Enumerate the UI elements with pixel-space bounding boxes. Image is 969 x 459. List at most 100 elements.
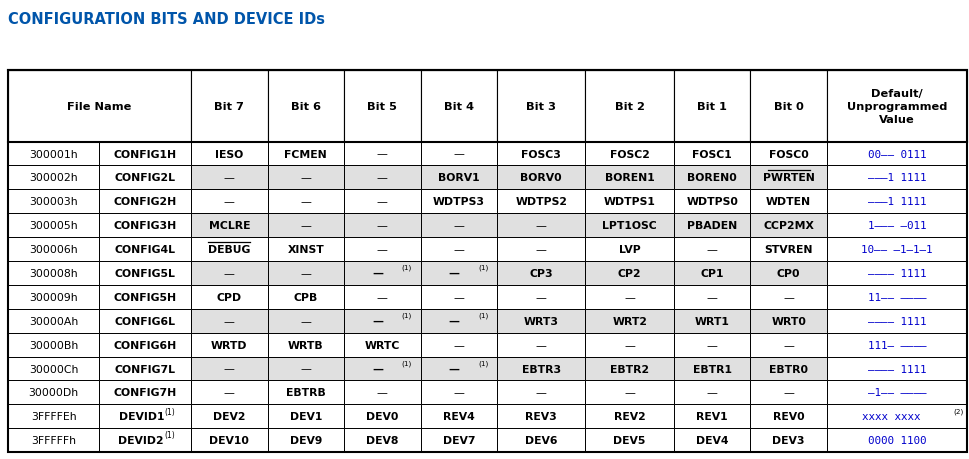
Bar	[267, 238, 344, 262]
Bar	[497, 428, 585, 452]
Text: DEVID2: DEVID2	[118, 435, 164, 445]
Text: CPB: CPB	[294, 292, 318, 302]
Bar	[267, 71, 344, 142]
Bar	[421, 428, 497, 452]
Text: 30000Bh: 30000Bh	[29, 340, 78, 350]
Bar	[827, 262, 967, 285]
Text: REV1: REV1	[697, 411, 728, 421]
Bar	[750, 357, 827, 381]
Bar	[8, 357, 100, 381]
Text: Bit 3: Bit 3	[526, 102, 556, 112]
Bar	[750, 166, 827, 190]
Text: REV3: REV3	[525, 411, 557, 421]
Text: —: —	[624, 292, 635, 302]
Text: 10–– –1–1–1: 10–– –1–1–1	[861, 245, 933, 255]
Bar	[8, 142, 100, 166]
Bar	[267, 214, 344, 238]
Text: CONFIG4L: CONFIG4L	[114, 245, 175, 255]
Text: 300001h: 300001h	[29, 149, 78, 159]
Text: CP0: CP0	[777, 269, 800, 278]
Bar	[497, 309, 585, 333]
Bar	[673, 428, 750, 452]
Bar	[8, 262, 100, 285]
Bar	[100, 166, 191, 190]
Bar	[750, 214, 827, 238]
Bar	[344, 238, 421, 262]
Bar	[100, 214, 191, 238]
Text: 1––– –011: 1––– –011	[868, 221, 926, 231]
Text: EBTR1: EBTR1	[693, 364, 732, 374]
Text: CONFIG2H: CONFIG2H	[113, 197, 176, 207]
Text: File Name: File Name	[67, 102, 132, 112]
Bar	[497, 285, 585, 309]
Text: (1): (1)	[479, 264, 488, 271]
Bar	[585, 357, 673, 381]
Bar	[750, 71, 827, 142]
Text: Bit 7: Bit 7	[214, 102, 244, 112]
Text: Default/
Unprogrammed
Value: Default/ Unprogrammed Value	[847, 89, 947, 124]
Bar	[100, 404, 191, 428]
Bar	[100, 238, 191, 262]
Text: 3FFFFFh: 3FFFFFh	[31, 435, 76, 445]
Text: —: —	[453, 221, 464, 231]
Bar	[267, 262, 344, 285]
Text: WDTPS3: WDTPS3	[433, 197, 484, 207]
Bar	[827, 428, 967, 452]
Bar	[100, 142, 191, 166]
Text: DEV4: DEV4	[696, 435, 729, 445]
Bar	[191, 357, 267, 381]
Text: —: —	[300, 269, 311, 278]
Bar	[8, 190, 100, 214]
Text: 300008h: 300008h	[29, 269, 78, 278]
Text: DEV2: DEV2	[213, 411, 245, 421]
Text: 111– ––––: 111– ––––	[868, 340, 926, 350]
Bar	[100, 428, 191, 452]
Bar	[750, 238, 827, 262]
Text: DEV6: DEV6	[525, 435, 557, 445]
Text: —: —	[377, 221, 388, 231]
Bar	[585, 214, 673, 238]
Text: —: —	[536, 292, 547, 302]
Bar	[585, 333, 673, 357]
Bar	[191, 238, 267, 262]
Bar	[827, 190, 967, 214]
Bar	[8, 309, 100, 333]
Bar	[750, 285, 827, 309]
Text: LPT1OSC: LPT1OSC	[603, 221, 657, 231]
Text: —: —	[536, 221, 547, 231]
Bar	[100, 309, 191, 333]
Text: —: —	[783, 387, 795, 397]
Bar	[421, 404, 497, 428]
Bar	[100, 357, 191, 381]
Text: FOSC2: FOSC2	[610, 149, 649, 159]
Bar	[827, 285, 967, 309]
Text: 00–– 0111: 00–– 0111	[868, 149, 926, 159]
Text: EBTRB: EBTRB	[286, 387, 326, 397]
Bar	[673, 381, 750, 404]
Text: (1): (1)	[164, 407, 174, 415]
Bar	[344, 142, 421, 166]
Bar	[585, 71, 673, 142]
Bar	[267, 333, 344, 357]
Bar	[673, 190, 750, 214]
Text: WRTD: WRTD	[211, 340, 247, 350]
Bar	[421, 190, 497, 214]
Text: MCLRE: MCLRE	[208, 221, 250, 231]
Text: PWRTEN: PWRTEN	[763, 173, 815, 183]
Text: —: —	[377, 292, 388, 302]
Text: —: —	[372, 364, 383, 374]
Bar	[673, 166, 750, 190]
Text: CP2: CP2	[618, 269, 641, 278]
Bar	[827, 238, 967, 262]
Bar	[191, 190, 267, 214]
Text: BOREN0: BOREN0	[687, 173, 737, 183]
Text: –––1 1111: –––1 1111	[868, 173, 926, 183]
Text: —: —	[300, 221, 311, 231]
Text: —: —	[372, 269, 383, 278]
Text: —: —	[453, 245, 464, 255]
Text: —: —	[536, 245, 547, 255]
Text: Bit 4: Bit 4	[444, 102, 474, 112]
Bar	[421, 166, 497, 190]
Text: 30000Ch: 30000Ch	[29, 364, 78, 374]
Bar	[344, 262, 421, 285]
